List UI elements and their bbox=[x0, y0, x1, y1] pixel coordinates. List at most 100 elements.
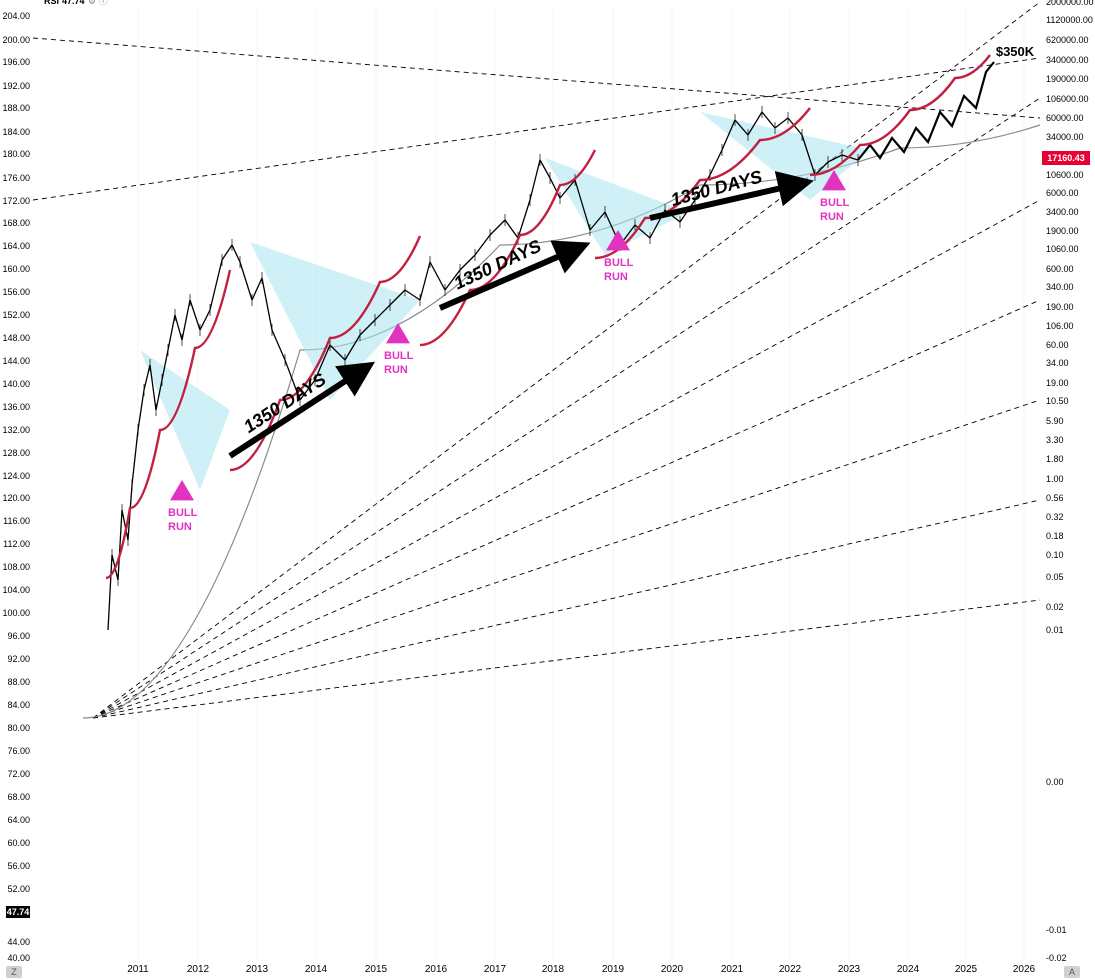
left-axis-tick: 52.00 bbox=[7, 884, 30, 894]
time-axis-tick: 2015 bbox=[365, 964, 388, 975]
right-axis-tick: 10.50 bbox=[1046, 396, 1069, 406]
right-axis-tick: 1.80 bbox=[1046, 454, 1064, 464]
left-axis-tick: 40.00 bbox=[7, 953, 30, 963]
right-axis-tick: 1.00 bbox=[1046, 474, 1064, 484]
right-axis-tick: 34.00 bbox=[1046, 358, 1069, 368]
left-axis-tick: 172.00 bbox=[2, 196, 30, 206]
right-axis-tick: 2000000.00 bbox=[1046, 0, 1094, 7]
right-axis-tick: 190.00 bbox=[1046, 302, 1074, 312]
left-axis-tick: 160.00 bbox=[2, 264, 30, 274]
left-axis-tick: 148.00 bbox=[2, 333, 30, 343]
time-axis-tick: 2014 bbox=[305, 964, 328, 975]
right-axis-tick: 0.00 bbox=[1046, 777, 1064, 787]
bull-marker-label: BULL bbox=[604, 257, 634, 269]
left-axis-tick: 196.00 bbox=[2, 57, 30, 67]
price-tag-value: 17160.43 bbox=[1047, 153, 1085, 163]
time-axis-tick: 2012 bbox=[187, 964, 210, 975]
left-axis-tick: 120.00 bbox=[2, 493, 30, 503]
time-axis-tick: 2018 bbox=[542, 964, 565, 975]
bull-marker-label: BULL bbox=[820, 197, 850, 209]
left-current-value: 47.74 bbox=[7, 907, 30, 917]
rsi-settings-icon[interactable]: ⚙ ⓘ bbox=[88, 0, 108, 6]
right-axis-tick: 0.02 bbox=[1046, 602, 1064, 612]
time-axis-tick: 2013 bbox=[246, 964, 269, 975]
left-axis-tick: 176.00 bbox=[2, 173, 30, 183]
right-axis-tick: 620000.00 bbox=[1046, 35, 1089, 45]
right-axis-tick: 6000.00 bbox=[1046, 188, 1079, 198]
left-axis-tick: 188.00 bbox=[2, 103, 30, 113]
right-axis-tick: 190000.00 bbox=[1046, 74, 1089, 84]
right-axis-tick: 600.00 bbox=[1046, 264, 1074, 274]
time-axis-tick: 2022 bbox=[779, 964, 802, 975]
right-axis-tick: 19.00 bbox=[1046, 378, 1069, 388]
right-axis-tick: 106.00 bbox=[1046, 321, 1074, 331]
right-axis-tick: 1900.00 bbox=[1046, 226, 1079, 236]
right-axis-tick: -0.02 bbox=[1046, 953, 1067, 963]
right-axis-tick: 10600.00 bbox=[1046, 170, 1084, 180]
price-chart[interactable]: RSI47.74⚙ ⓘ204.00200.00196.00192.00188.0… bbox=[0, 0, 1095, 980]
right-axis-tick: 60.00 bbox=[1046, 340, 1069, 350]
bull-marker-label: RUN bbox=[604, 271, 628, 283]
time-axis-tick: 2023 bbox=[838, 964, 861, 975]
left-axis-tick: 132.00 bbox=[2, 425, 30, 435]
rsi-header: RSI47.74⚙ ⓘ bbox=[44, 0, 108, 6]
right-axis-tick: 0.10 bbox=[1046, 550, 1064, 560]
right-axis-tick: 5.90 bbox=[1046, 416, 1064, 426]
left-axis-tick: 204.00 bbox=[2, 11, 30, 21]
right-axis-tick: 0.32 bbox=[1046, 512, 1064, 522]
bottom-left-badge-text: Z bbox=[11, 967, 17, 977]
right-axis-tick: 0.01 bbox=[1046, 625, 1064, 635]
left-axis-tick: 100.00 bbox=[2, 608, 30, 618]
time-axis-tick: 2025 bbox=[955, 964, 978, 975]
left-axis-tick: 136.00 bbox=[2, 402, 30, 412]
bull-marker-label: RUN bbox=[820, 211, 844, 223]
left-axis-tick: 152.00 bbox=[2, 310, 30, 320]
left-axis-tick: 80.00 bbox=[7, 723, 30, 733]
right-axis-tick: 3400.00 bbox=[1046, 207, 1079, 217]
left-axis-tick: 164.00 bbox=[2, 241, 30, 251]
time-axis-tick: 2017 bbox=[484, 964, 507, 975]
time-axis-tick: 2020 bbox=[661, 964, 684, 975]
left-axis-tick: 96.00 bbox=[7, 631, 30, 641]
left-axis-tick: 64.00 bbox=[7, 815, 30, 825]
left-axis-tick: 68.00 bbox=[7, 792, 30, 802]
left-axis-tick: 92.00 bbox=[7, 654, 30, 664]
left-axis-tick: 116.00 bbox=[3, 516, 30, 526]
price-target-label: $350K bbox=[996, 44, 1035, 59]
left-axis-tick: 124.00 bbox=[2, 471, 30, 481]
time-axis-tick: 2011 bbox=[127, 964, 149, 975]
bull-marker-label: RUN bbox=[168, 521, 192, 533]
bottom-right-badge-text: A bbox=[1069, 967, 1075, 977]
right-axis-tick: 106000.00 bbox=[1046, 94, 1089, 104]
time-axis-tick: 2021 bbox=[721, 964, 744, 975]
left-axis-tick: 108.00 bbox=[2, 562, 30, 572]
right-axis-tick: 3.30 bbox=[1046, 435, 1064, 445]
left-axis-tick: 72.00 bbox=[7, 769, 30, 779]
right-axis-tick: 340000.00 bbox=[1046, 55, 1089, 65]
left-axis-tick: 168.00 bbox=[2, 218, 30, 228]
right-axis-tick: 60000.00 bbox=[1046, 113, 1084, 123]
left-axis-tick: 88.00 bbox=[7, 677, 30, 687]
left-axis-tick: 156.00 bbox=[2, 287, 30, 297]
left-axis-tick: 76.00 bbox=[7, 746, 30, 756]
left-axis-tick: 192.00 bbox=[2, 81, 30, 91]
left-axis-tick: 184.00 bbox=[2, 127, 30, 137]
bull-marker-label: BULL bbox=[168, 507, 198, 519]
left-axis-tick: 44.00 bbox=[7, 937, 30, 947]
left-axis-tick: 112.00 bbox=[3, 539, 30, 549]
right-axis-tick: 1120000.00 bbox=[1046, 15, 1093, 25]
left-axis-tick: 56.00 bbox=[7, 861, 30, 871]
bull-marker-label: BULL bbox=[384, 350, 414, 362]
left-axis-tick: 144.00 bbox=[2, 356, 30, 366]
time-axis-tick: 2016 bbox=[425, 964, 448, 975]
bull-marker-label: RUN bbox=[384, 364, 408, 376]
time-axis-tick: 2024 bbox=[897, 964, 920, 975]
right-axis-tick: 1060.00 bbox=[1046, 244, 1079, 254]
rsi-value: 47.74 bbox=[62, 0, 85, 6]
right-axis-tick: 340.00 bbox=[1046, 282, 1074, 292]
time-axis-tick: 2019 bbox=[602, 964, 625, 975]
left-axis-tick: 84.00 bbox=[7, 700, 30, 710]
left-axis-tick: 104.00 bbox=[2, 585, 30, 595]
right-axis-tick: -0.01 bbox=[1046, 925, 1067, 935]
right-axis-tick: 0.18 bbox=[1046, 531, 1064, 541]
